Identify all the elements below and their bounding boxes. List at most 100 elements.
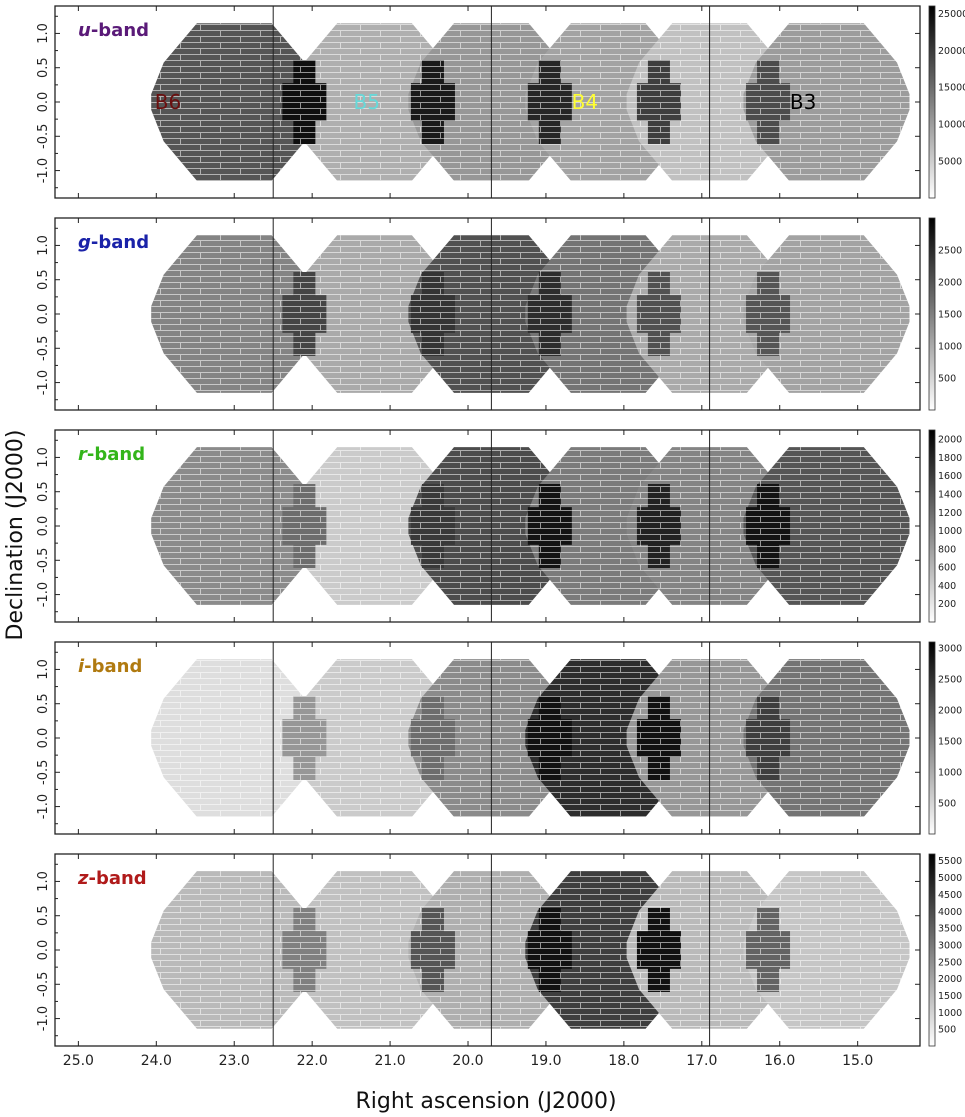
x-tick-label: 25.0 (63, 1053, 94, 1069)
colorbar-tick-label: 10000 (938, 120, 965, 131)
field-6-tiles (743, 23, 910, 181)
x-tick-label: 19.0 (530, 1053, 561, 1069)
colorbar-tick-label: 15000 (938, 83, 965, 94)
y-tick-label: -1.0 (36, 370, 51, 395)
overlap-5-tiles (746, 696, 791, 780)
overlap-2-tiles (410, 484, 455, 568)
overlap-4-tiles (636, 484, 681, 568)
x-tick-label: 15.0 (842, 1053, 873, 1069)
band-label: u-band (78, 20, 149, 41)
colorbar-tick-label: 3000 (938, 644, 962, 655)
overlap-1-tiles (282, 272, 327, 356)
y-tick-label: 0.5 (36, 905, 51, 926)
colorbar-tick-label: 4500 (938, 890, 962, 901)
overlap-4-tiles (636, 272, 681, 356)
y-tick-label: -0.5 (36, 336, 51, 361)
band-suffix: -band (88, 868, 146, 889)
field-6-tiles (743, 871, 910, 1029)
y-tick-label: 0.5 (36, 57, 51, 78)
band-label: g-band (78, 232, 149, 253)
colorbar-tick-label: 2000 (938, 974, 962, 985)
band-suffix: -band (87, 444, 145, 465)
colorbar-tick-label: 1800 (938, 453, 962, 464)
y-tick-label: 0.5 (36, 693, 51, 714)
y-tick-label: 1.0 (36, 871, 51, 892)
colorbar-tick-label: 500 (938, 799, 956, 810)
colorbar-tick-label: 2500 (938, 957, 962, 968)
x-tick-label: 16.0 (764, 1053, 795, 1069)
colorbar-tick-label: 1200 (938, 508, 962, 519)
y-tick-label: -1.0 (36, 1006, 51, 1031)
overlap-4-tiles (636, 696, 681, 780)
field-1-tiles (151, 659, 318, 817)
overlap-2-tiles (410, 60, 455, 144)
colorbar-tick-label: 1400 (938, 490, 962, 501)
overlap-4-tiles (636, 908, 681, 992)
x-axis-label: Right ascension (J2000) (355, 1089, 616, 1114)
colorbar (928, 5, 936, 199)
y-tick-label: 1.0 (36, 447, 51, 468)
overlap-4-tiles (636, 60, 681, 144)
colorbar-tick-label: 500 (938, 374, 956, 385)
y-tick-label: -0.5 (36, 760, 51, 785)
field-1-tiles (151, 23, 318, 181)
y-tick-label: 0.5 (36, 269, 51, 290)
colorbar-tick-label: 500 (938, 1025, 956, 1036)
overlap-5-tiles (746, 484, 791, 568)
coverage-map (151, 871, 910, 1029)
colorbar-tick-label: 25000 (938, 9, 965, 20)
panel-z-band: 1.0 0.5 0.0 -0.5 -1.0 z-band 5500 5000 4500 4000 3… (36, 853, 962, 1047)
y-tick-label: -0.5 (36, 972, 51, 997)
band-suffix: -band (84, 656, 142, 677)
overlap-3-tiles (527, 272, 572, 356)
band-letter: i (78, 656, 85, 677)
band-letter: z (77, 868, 89, 889)
band-suffix: -band (91, 20, 149, 41)
colorbar-tick-label: 1000 (938, 768, 962, 779)
overlap-3-tiles (527, 60, 572, 144)
band-suffix: -band (91, 232, 149, 253)
y-tick-label: -0.5 (36, 548, 51, 573)
colorbar-tick-label: 1600 (938, 471, 962, 482)
colorbar-tick-label: 3500 (938, 924, 962, 935)
overlap-3-tiles (527, 484, 572, 568)
x-tick-label: 22.0 (297, 1053, 328, 1069)
field-label-b4: B4 (572, 90, 598, 114)
x-tick-label: 18.0 (608, 1053, 639, 1069)
colorbar (928, 429, 936, 623)
panel-r-band: 1.0 0.5 0.0 -0.5 -1.0 r-band 2000 1800 1600 1400 1… (36, 429, 962, 623)
colorbar (928, 853, 936, 1047)
colorbar-tick-label: 1500 (938, 310, 962, 321)
colorbar-tick-label: 2000 (938, 278, 962, 289)
colorbar-tick-label: 1500 (938, 737, 962, 748)
band-letter: r (78, 444, 88, 465)
field-2-tiles (291, 23, 458, 181)
overlap-5-tiles (746, 908, 791, 992)
colorbar-tick-label: 20000 (938, 46, 965, 57)
colorbar-tick-label: 600 (938, 563, 956, 574)
overlap-1-tiles (282, 696, 327, 780)
colorbar-tick-label: 1000 (938, 526, 962, 537)
x-tick-label: 24.0 (141, 1053, 172, 1069)
y-axis-label: Declination (J2000) (3, 430, 28, 641)
colorbar-tick-label: 2500 (938, 675, 962, 686)
overlap-1-tiles (282, 60, 327, 144)
y-tick-label: 0.0 (36, 516, 51, 537)
overlap-2-tiles (410, 272, 455, 356)
y-tick-label: 0.0 (36, 92, 51, 113)
colorbar-tick-label: 1000 (938, 342, 962, 353)
x-tick-label: 20.0 (452, 1053, 483, 1069)
x-tick-label: 21.0 (375, 1053, 406, 1069)
colorbar-tick-label: 2000 (938, 435, 962, 446)
colorbar-tick-label: 200 (938, 599, 956, 610)
overlap-2-tiles (410, 908, 455, 992)
y-tick-label: -1.0 (36, 582, 51, 607)
y-tick-label: 0.0 (36, 728, 51, 749)
band-letter: g (78, 232, 91, 253)
band-label: z-band (77, 868, 147, 889)
overlap-2-tiles (410, 696, 455, 780)
colorbar-tick-label: 5000 (938, 873, 962, 884)
colorbar-tick-label: 400 (938, 581, 956, 592)
overlap-1-tiles (282, 484, 327, 568)
